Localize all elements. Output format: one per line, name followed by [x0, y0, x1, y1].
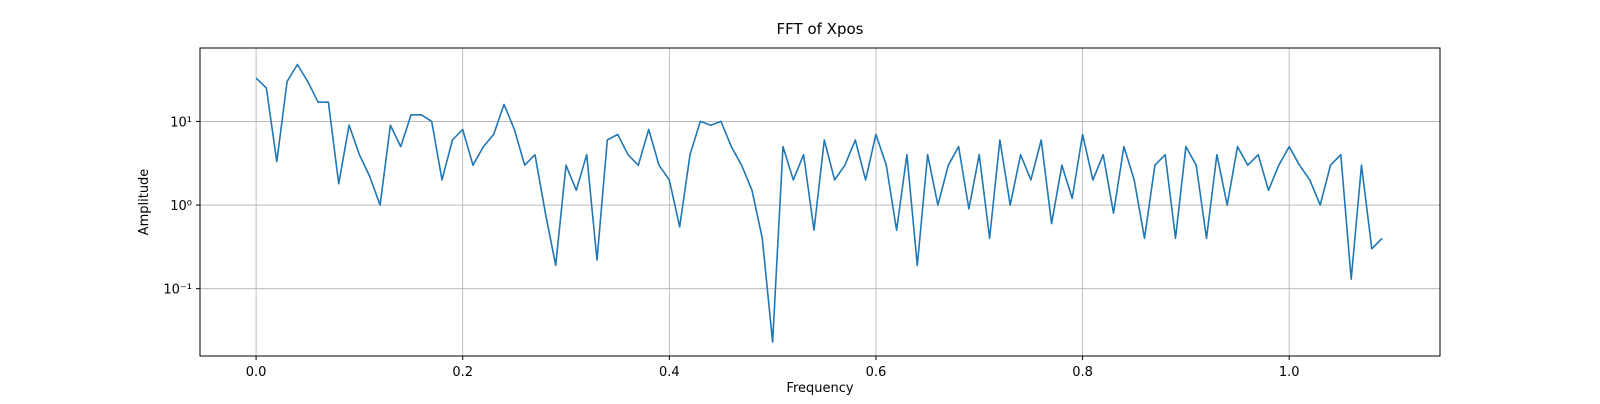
y-tick-label: 10¹ [170, 115, 192, 130]
y-tick-label: 10⁻¹ [163, 283, 192, 298]
x-axis-label: Frequency [786, 381, 853, 396]
data-line [255, 63, 1383, 343]
y-tick-label: 10⁰ [170, 199, 192, 214]
x-tick-label: 0.8 [1072, 365, 1093, 380]
x-tick-label: 1.0 [1279, 365, 1300, 380]
plot-frame [199, 47, 1441, 357]
y-axis-label: Amplitude [137, 169, 152, 236]
x-tick-label: 0.0 [246, 365, 267, 380]
x-tick-label: 0.6 [866, 365, 887, 380]
x-tick-label: 0.2 [452, 365, 473, 380]
x-tick-label: 0.4 [659, 365, 680, 380]
chart-title: FFT of Xpos [777, 20, 864, 38]
